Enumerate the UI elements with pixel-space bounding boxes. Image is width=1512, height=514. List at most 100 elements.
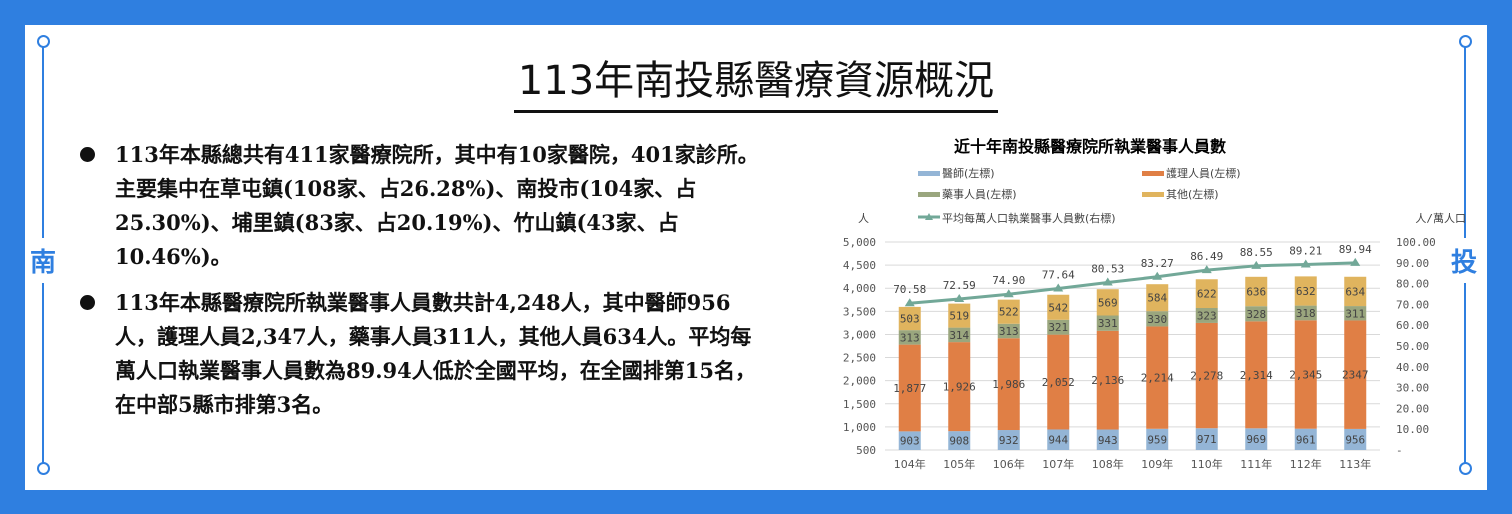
bar-segment: [1047, 319, 1070, 335]
bullet-icon: [80, 147, 95, 162]
bar-segment: [898, 306, 921, 331]
data-label: 311: [1345, 307, 1365, 320]
line-data-label: 77.64: [1042, 269, 1075, 282]
y-tick-right: 20.00: [1396, 402, 1429, 415]
bar-segment: [1245, 306, 1268, 322]
line-marker: [1102, 277, 1113, 286]
data-label: 318: [1296, 307, 1316, 320]
bar-segment: [1047, 334, 1070, 430]
legend-swatch: [1142, 192, 1164, 197]
bar-segment: [948, 327, 971, 343]
data-label: 503: [900, 313, 920, 326]
bar-segment: [1146, 326, 1169, 429]
data-label: 313: [999, 325, 1019, 338]
bullet-icon: [80, 295, 95, 310]
line-marker: [1152, 271, 1163, 280]
line-marker: [1053, 283, 1064, 292]
y-tick-right: 10.00: [1396, 423, 1429, 436]
bar-segment: [1096, 330, 1119, 430]
data-label: 908: [949, 435, 969, 448]
line-marker: [1201, 265, 1212, 274]
y-tick-left: 2,000: [843, 375, 876, 388]
x-tick: 104年: [894, 457, 926, 471]
x-tick: 112年: [1290, 457, 1322, 471]
data-label: 331: [1098, 317, 1118, 330]
line-series: [909, 261, 1356, 305]
y-tick-right: 70.00: [1396, 298, 1429, 311]
line-marker: [1350, 257, 1361, 266]
y-axis-right-label: 人/萬人口: [1415, 212, 1466, 225]
bar-segment: [1047, 429, 1070, 450]
bar-segment: [997, 323, 1020, 339]
bar-segment: [948, 431, 971, 450]
bar-segment: [1344, 276, 1367, 307]
bar-segment: [1245, 428, 1268, 450]
left-decor-circle-bottom: [37, 462, 50, 475]
data-label: 1,877: [893, 382, 926, 395]
legend-swatch: [918, 192, 940, 197]
line-data-label: 74.90: [992, 274, 1025, 287]
line-marker: [904, 298, 915, 307]
bar-segment: [1146, 311, 1169, 327]
data-label: 313: [900, 331, 920, 344]
left-decor-circle-top: [37, 35, 50, 48]
bar-segment: [1195, 428, 1218, 450]
bar-segment: [1344, 428, 1367, 450]
bullet-list: 113年本縣總共有411家醫療院所，其中有10家醫院，401家診所。主要集中在草…: [80, 138, 770, 422]
bar-segment: [1294, 428, 1317, 450]
bar-segment: [1344, 306, 1367, 321]
data-label: 522: [999, 306, 1019, 319]
y-tick-left: 5,000: [843, 236, 876, 249]
bar-segment: [1096, 289, 1119, 316]
data-label: 1,986: [992, 378, 1025, 391]
y-tick-right: 90.00: [1396, 257, 1429, 270]
line-data-label: 89.94: [1339, 243, 1372, 256]
x-tick: 107年: [1042, 457, 1074, 471]
line-data-label: 86.49: [1190, 250, 1223, 263]
bar-segment: [1195, 279, 1218, 309]
line-data-label: 72.59: [943, 279, 976, 292]
bar-segment: [1146, 428, 1169, 450]
x-tick: 106年: [993, 457, 1025, 471]
line-marker: [1003, 289, 1014, 298]
data-label: 2,214: [1141, 372, 1174, 385]
data-label: 328: [1246, 308, 1266, 321]
bar-segment: [898, 431, 921, 450]
y-tick-left: 2,500: [843, 352, 876, 365]
bar-segment: [1294, 305, 1317, 321]
data-label: 314: [949, 329, 969, 342]
right-decor-circle-bottom: [1459, 462, 1472, 475]
line-data-label: 83.27: [1141, 257, 1174, 270]
data-label: 903: [900, 435, 920, 448]
line-marker: [1251, 260, 1262, 269]
data-label: 634: [1345, 285, 1365, 298]
data-label: 2,136: [1091, 374, 1124, 387]
data-label: 2347: [1342, 369, 1369, 382]
legend-label: 藥事人員(左標): [942, 187, 1017, 201]
line-data-label: 70.58: [893, 283, 926, 296]
y-tick-right: 30.00: [1396, 382, 1429, 395]
bar-segment: [1146, 284, 1169, 312]
y-tick-left: 500: [856, 444, 876, 457]
panel: [25, 25, 1487, 490]
right-decor-circle-top: [1459, 35, 1472, 48]
legend-label: 醫師(左標): [942, 166, 995, 180]
side-label-left: 南: [30, 238, 57, 283]
y-tick-right: 60.00: [1396, 319, 1429, 332]
bar-segment: [1096, 429, 1119, 450]
data-label: 636: [1246, 286, 1266, 299]
data-label: 323: [1197, 309, 1217, 322]
data-label: 632: [1296, 285, 1316, 298]
data-label: 2,278: [1190, 370, 1223, 383]
bar-segment: [948, 342, 971, 432]
data-label: 330: [1147, 313, 1167, 326]
bar-segment: [1195, 322, 1218, 429]
bar-segment: [898, 344, 921, 432]
data-label: 961: [1296, 433, 1316, 446]
y-tick-left: 1,000: [843, 421, 876, 434]
data-label: 969: [1246, 433, 1266, 446]
bar-segment: [1245, 321, 1268, 429]
data-label: 321: [1048, 321, 1068, 334]
bar-segment: [1195, 308, 1218, 323]
y-axis-left-label: 人: [858, 212, 869, 225]
